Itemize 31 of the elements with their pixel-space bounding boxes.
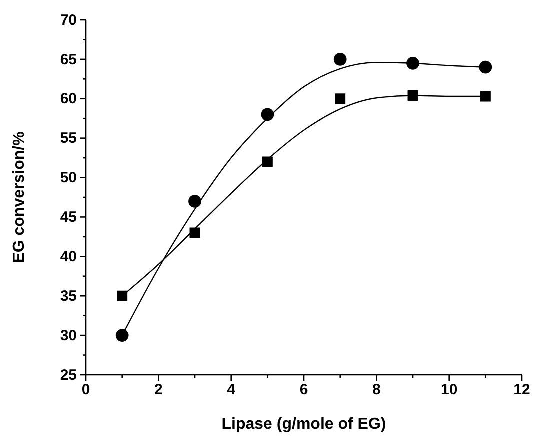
y-tick-label: 45 <box>60 209 77 226</box>
x-tick-label: 10 <box>440 382 458 399</box>
x-tick-label: 4 <box>227 382 236 399</box>
y-tick-label: 55 <box>60 130 77 148</box>
y-tick-label: 30 <box>60 327 77 344</box>
x-tick-label: 12 <box>514 382 530 399</box>
x-tick-label: 2 <box>154 382 163 399</box>
point <box>116 329 129 342</box>
x-tick-label: 6 <box>300 382 308 399</box>
x-tick-label: 8 <box>372 382 381 399</box>
y-tick-label: 40 <box>60 248 77 266</box>
point <box>406 56 420 70</box>
x-tick-label: 0 <box>82 382 90 399</box>
point <box>117 290 128 302</box>
x-axis-title: Lipase (g/mole of EG) <box>222 416 386 433</box>
point <box>261 108 274 122</box>
point <box>334 53 347 66</box>
point <box>262 156 273 168</box>
y-tick-label: 50 <box>60 170 77 187</box>
y-tick-label: 70 <box>60 12 77 29</box>
y-tick-label: 35 <box>60 288 77 305</box>
y-tick-label: 65 <box>60 51 77 68</box>
point <box>480 91 491 102</box>
point <box>190 228 200 238</box>
y-tick-label: 25 <box>60 366 77 384</box>
point <box>188 195 202 208</box>
y-tick-label: 60 <box>60 90 77 108</box>
point <box>408 90 418 101</box>
point <box>479 60 492 74</box>
y-axis-title: EG conversion/% <box>11 132 28 264</box>
point <box>335 94 346 104</box>
